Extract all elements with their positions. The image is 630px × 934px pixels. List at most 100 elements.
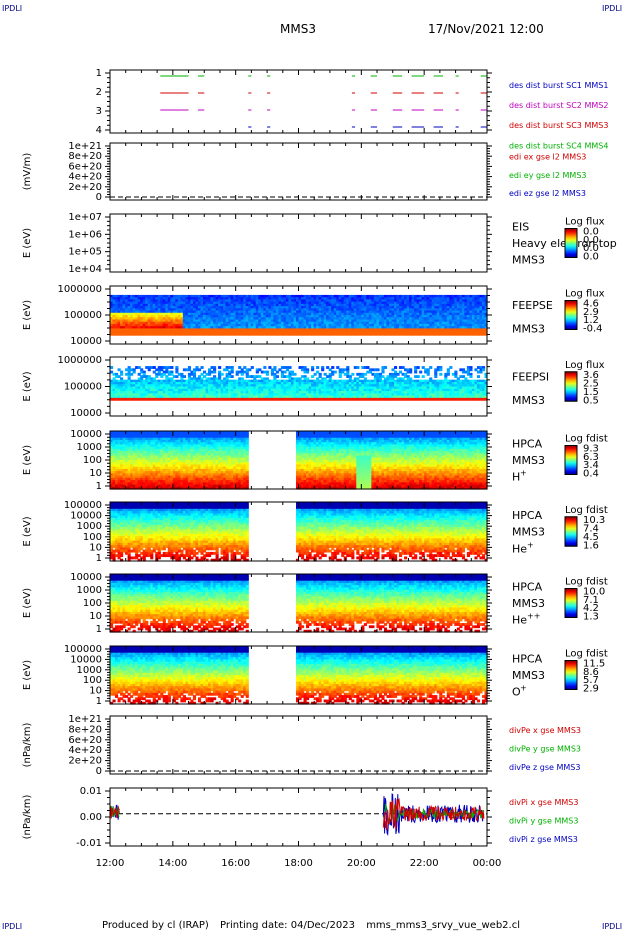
spectro-cell: [346, 306, 350, 309]
spectro-cell: [157, 317, 161, 321]
spectro-cell: [152, 384, 156, 388]
spectro-cell: [145, 377, 149, 381]
spectro-cell: [147, 375, 151, 379]
spectro-cell: [419, 303, 423, 307]
spectro-cell: [441, 312, 445, 316]
spectro-cell: [208, 323, 212, 327]
spectro-cell: [228, 299, 232, 303]
spectro-cell: [414, 310, 418, 314]
spectro-cell: [152, 397, 156, 401]
spectro-cell: [316, 332, 320, 336]
spectro-cell: [270, 301, 274, 305]
spectro-cell: [125, 310, 129, 314]
spectro-cell: [421, 312, 425, 316]
spectro-cell: [464, 306, 468, 309]
spectro-cell: [459, 328, 463, 332]
spectro-cell: [145, 375, 149, 379]
spectro-cell: [165, 370, 169, 374]
spectro-cell: [469, 368, 473, 372]
spectro-cell: [343, 326, 347, 329]
spectro-cell: [110, 299, 114, 303]
spectro-cell: [356, 332, 360, 336]
y-tick-label: 1e+04: [68, 264, 102, 275]
spectro-cell: [182, 321, 186, 325]
spectro-cell: [195, 315, 199, 318]
spectro-cell: [419, 328, 423, 332]
spectro-cell: [157, 366, 161, 369]
spectro-cell: [130, 381, 134, 385]
spectro-cell: [245, 312, 249, 316]
spectro-cell: [228, 321, 232, 325]
spectro-cell: [190, 303, 194, 307]
spectro-cell: [265, 303, 269, 307]
spectro-cell: [396, 330, 400, 334]
spectro-cell: [162, 299, 166, 303]
spectro-cell: [238, 321, 242, 325]
spectro-cell: [333, 370, 337, 374]
spectro-cell: [313, 317, 317, 321]
spectro-cell: [248, 326, 252, 329]
spectro-cell: [180, 319, 184, 323]
spectro-cell: [343, 303, 347, 307]
spectro-cell: [466, 321, 471, 325]
spectro-cell: [378, 297, 383, 300]
spectro-cell: [117, 381, 121, 385]
spectro-cell: [190, 332, 194, 336]
spectro-cell: [434, 330, 438, 334]
spectro-cell: [228, 319, 232, 323]
spectro-cell: [140, 370, 144, 374]
spectro-cell: [351, 315, 355, 318]
spectro-cell: [137, 308, 141, 312]
spectro-cell: [115, 321, 119, 325]
spectro-cell: [326, 315, 330, 318]
spectro-cell: [474, 321, 478, 325]
spectro-cell: [200, 332, 204, 336]
spectro-cell: [205, 328, 209, 332]
spectro-cell: [373, 330, 378, 334]
spectro-cell: [240, 310, 244, 314]
spectro-cell: [388, 294, 393, 298]
spectro-cell: [406, 310, 410, 314]
spectro-cell: [318, 330, 322, 334]
spectro-cell: [431, 317, 435, 321]
spectro-cell: [451, 301, 455, 305]
spectro-cell: [155, 328, 159, 332]
spectro-cell: [303, 321, 307, 325]
spectro-cell: [313, 323, 317, 327]
spectro-cell: [326, 317, 330, 321]
spectro-cell: [434, 303, 438, 307]
spectro-cell: [152, 310, 156, 314]
spectro-cell: [233, 306, 237, 309]
spectro-cell: [170, 372, 174, 376]
spectro-cell: [177, 312, 181, 316]
spectro-cell: [147, 301, 151, 305]
spectro-cell: [293, 319, 297, 323]
spectro-cell: [218, 294, 222, 298]
spectro-cell: [481, 297, 486, 300]
spectro-cell: [394, 326, 398, 329]
spectro-cell: [223, 326, 227, 329]
spectro-cell: [431, 332, 435, 336]
spectro-cell: [288, 366, 292, 369]
spectro-cell: [167, 326, 171, 329]
spectro-cell: [270, 297, 274, 300]
spectro-cell: [316, 315, 320, 318]
spectro-cell: [278, 315, 282, 318]
spectro-cell: [366, 326, 370, 329]
spectro-cell: [421, 326, 425, 329]
spectro-cell: [436, 332, 440, 336]
spectro-cell: [341, 299, 345, 303]
panel-side-label: MMS3: [512, 322, 545, 335]
spectro-cell: [170, 366, 174, 369]
spectro-cell: [117, 328, 121, 332]
spectro-cell: [218, 328, 222, 332]
spectro-cell: [454, 330, 458, 334]
spectro-cell: [162, 319, 166, 323]
spectro-cell: [273, 299, 277, 303]
spectro-cell: [215, 315, 219, 318]
spectro-cell: [172, 319, 176, 323]
spectro-cell: [399, 301, 403, 305]
spectro-cell: [391, 297, 395, 300]
spectro-cell: [318, 306, 322, 309]
spectro-cell: [150, 395, 154, 399]
